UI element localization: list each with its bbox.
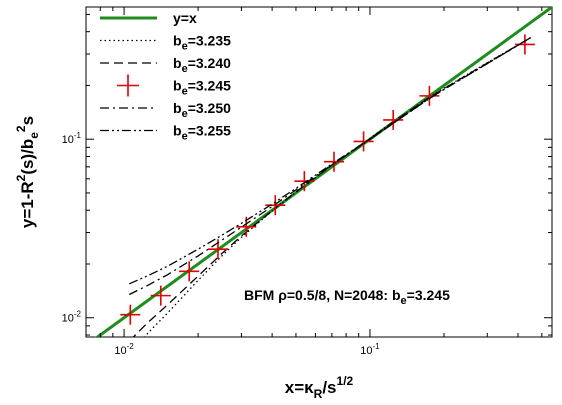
legend-item-b3245: be=3.245 [117,74,231,98]
legend-label-sub: e [182,63,188,75]
plot-frame-layer [85,6,553,338]
x-axis-title-base: x=κ [285,378,314,397]
data-point-b3245 [179,261,200,282]
x-tick-label: 10-1 [360,342,380,357]
y-axis-title-c: s [18,116,37,125]
legend-label-sub: e [182,86,188,98]
chart-annotation: BFM ρ=0.5/8, N=2048: be=3.245 [244,287,450,307]
y-tick-label-base: 10 [62,134,74,146]
y-tick-label-exp: -1 [74,131,82,140]
legend-label-main: y=x [173,10,197,26]
y-tick-label-exp: -2 [74,310,82,319]
legend-label-sub: e [182,131,188,143]
annotation-sub: e [401,295,407,307]
y-axis-title-b: (s)/b [18,139,37,175]
tick-layer: 10-2 10-110-210-1 [62,7,552,357]
y-tick-label: 10-1 [62,131,82,146]
legend-item-b3255: be=3.255 [100,123,231,143]
legend-label-main: b [173,123,182,139]
legend-label-main: b [173,78,182,94]
x-axis-title-mid: /s [322,378,336,397]
legend-item-b3240: be=3.240 [100,55,231,75]
legend-label-yx: y=x [173,10,197,26]
data-point-b3245 [150,285,171,306]
data-point-b3245 [265,195,286,216]
legend-label-tail: =3.255 [188,123,231,139]
series-layer [95,7,552,337]
data-point-b3245 [419,85,440,106]
legend-label-b3255: be=3.255 [173,123,231,143]
y-axis-title: y=1-R2(s)/be2s [14,116,41,228]
plot-frame [85,6,553,338]
annotation-text: BFM ρ=0.5/8, N=2048: b [244,287,401,303]
legend-label-tail: =3.240 [188,55,231,71]
series-line-b3240 [132,37,531,337]
legend-label-b3250: be=3.250 [173,100,231,120]
y-axis-title-a: y=1-R [18,181,37,228]
x-axis-title: x=κR/s1/2 [285,374,354,401]
legend-item-yx: y=x [100,10,197,26]
legend-item-b3250: be=3.250 [100,100,231,120]
x-tick-label-exp: -1 [373,342,381,351]
legend-label-main: b [173,100,182,116]
y-tick-label: 10-2 [62,310,82,325]
legend-label-b3240: be=3.240 [173,55,231,75]
data-point-b3245 [120,304,141,325]
data-point-b3245 [353,131,374,152]
annotation-tail: =3.245 [407,287,450,303]
y-axis-title-sub1: e [27,132,41,139]
x-axis-title-sup: 1/2 [337,374,354,388]
legend-item-b3235: be=3.235 [100,33,231,53]
legend-label-sub: e [182,108,188,120]
series-line-b3255 [129,37,531,285]
legend-label-b3235: be=3.235 [173,33,231,53]
y-axis-title-sup1: 2 [14,174,28,181]
data-point-b3245 [514,34,535,55]
legend: y=xbe=3.235be=3.240be=3.245be=3.250be=3.… [100,10,231,143]
legend-label-main: b [173,55,182,71]
legend-swatch-b3245 [117,74,139,97]
series-line-b3250 [129,37,531,296]
legend-label-b3245: be=3.245 [173,78,231,98]
x-tick-label-base: 10 [360,345,372,357]
data-point-b3245 [294,171,315,192]
legend-label-tail: =3.245 [188,78,231,94]
data-point-b3245 [323,151,344,172]
legend-label-tail: =3.250 [188,100,231,116]
y-axis-title-sup2: 2 [14,125,28,132]
data-point-b3245 [383,109,404,130]
x-tick-label-exp: -2 [127,342,135,351]
series-line-yx [95,7,552,337]
x-tick-label-base: 10 [114,345,126,357]
x-tick-label: 10-2 [114,342,134,357]
legend-label-main: b [173,33,182,49]
y-tick-label-base: 10 [62,313,74,325]
legend-label-sub: e [182,41,188,53]
legend-label-tail: =3.235 [188,33,231,49]
x-axis-title-sub: R [314,387,323,401]
